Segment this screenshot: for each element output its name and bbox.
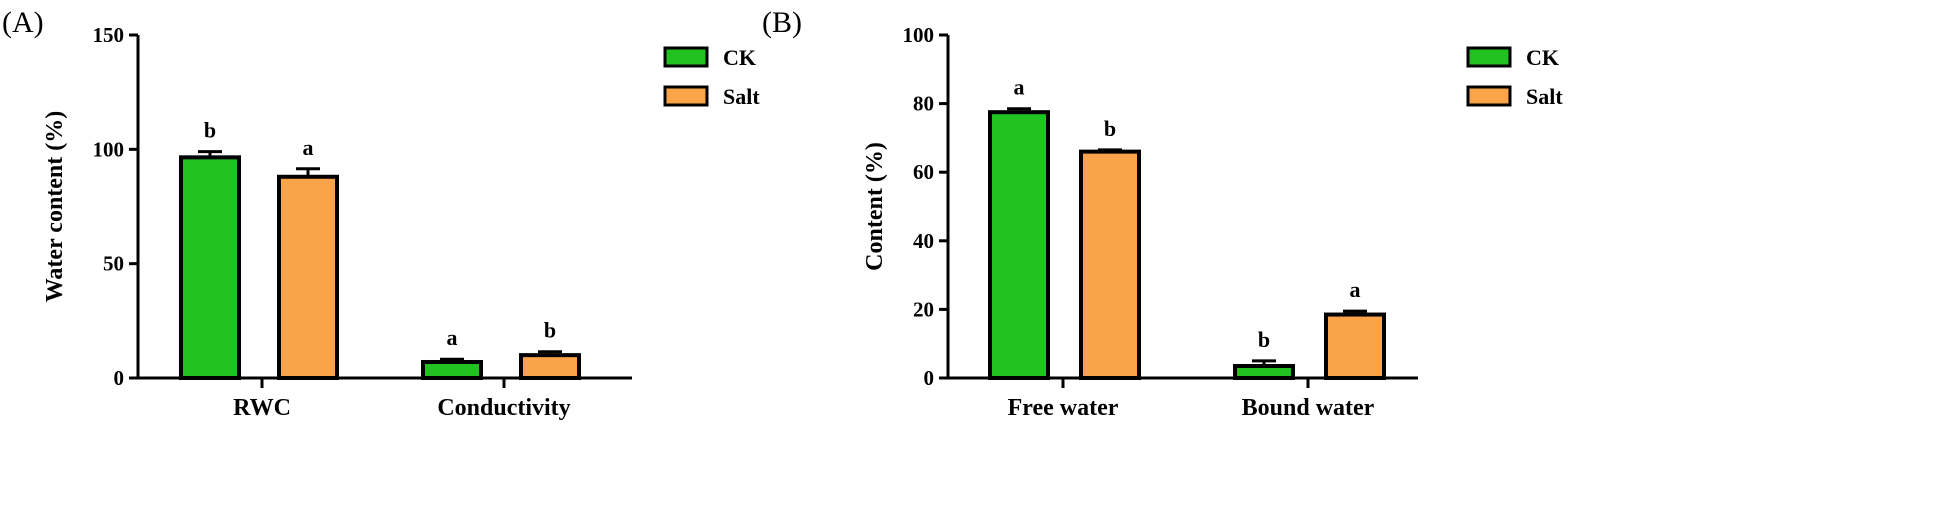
- significance-letter: b: [204, 118, 216, 143]
- panel-label: (B): [762, 6, 802, 39]
- y-tick-label: 0: [924, 366, 935, 390]
- y-axis-label: Content (%): [862, 142, 888, 271]
- y-tick-label: 100: [93, 137, 125, 161]
- bar: [1233, 363, 1295, 380]
- bar: [988, 110, 1050, 381]
- bar: [179, 155, 241, 380]
- legend-swatch: [663, 46, 709, 68]
- y-tick-label: 60: [913, 160, 934, 184]
- significance-letter: a: [447, 325, 458, 350]
- y-axis-label: Water content (%): [42, 111, 68, 303]
- legend-label: Salt: [723, 84, 760, 109]
- legend-label: CK: [1526, 45, 1559, 70]
- legend-swatch: [663, 85, 709, 107]
- significance-letter: b: [1104, 116, 1116, 141]
- significance-letter: b: [1258, 327, 1270, 352]
- y-tick-label: 80: [913, 92, 934, 116]
- bar: [421, 359, 483, 381]
- panel-b: (B) Content (%) 0 20 40 60 80 100 Free water Boun…: [762, 6, 1563, 421]
- panel-a: (A) Water content (%) 0 50 100 150 RWC Conducti…: [2, 6, 760, 421]
- x-tick-label: Bound water: [1242, 395, 1375, 421]
- x-tick-label: Free water: [1008, 395, 1119, 421]
- y-tick-label: 100: [903, 23, 935, 47]
- legend-label: CK: [723, 45, 756, 70]
- bar: [277, 174, 339, 380]
- y-tick-label: 40: [913, 229, 934, 253]
- y-tick-label: 150: [93, 23, 125, 47]
- bar: [1079, 149, 1141, 380]
- significance-letter: a: [1350, 277, 1361, 302]
- significance-letter: a: [1014, 75, 1025, 100]
- legend-swatch: [1466, 46, 1512, 68]
- x-tick-label: Conductivity: [437, 395, 570, 421]
- bar: [519, 353, 581, 380]
- legend-label: Salt: [1526, 84, 1563, 109]
- bar: [1324, 312, 1386, 381]
- significance-letter: b: [544, 318, 556, 343]
- y-tick-label: 0: [114, 366, 125, 390]
- significance-letter: a: [303, 135, 314, 160]
- y-tick-label: 50: [103, 252, 124, 276]
- legend-swatch: [1466, 85, 1512, 107]
- panel-label: (A): [2, 6, 44, 39]
- x-tick-label: RWC: [233, 395, 291, 421]
- y-tick-label: 20: [913, 297, 934, 321]
